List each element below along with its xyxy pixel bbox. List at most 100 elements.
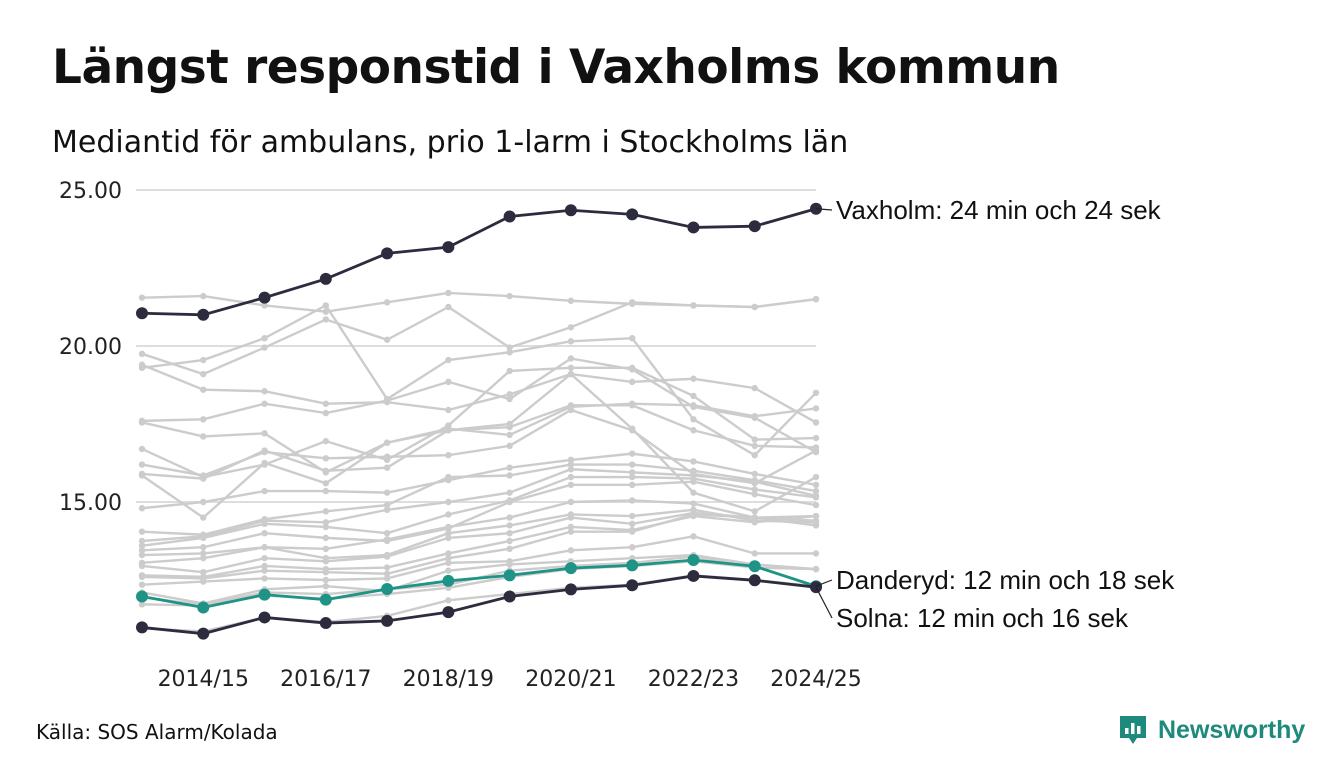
background-point — [261, 344, 268, 351]
background-point — [445, 550, 452, 557]
background-point — [383, 564, 391, 571]
chart-title: Längst responstid i Vaxholms kommun — [52, 40, 1060, 95]
background-point — [567, 456, 575, 464]
background-point — [445, 422, 452, 429]
point-vaxholm — [442, 241, 455, 254]
background-point — [261, 575, 268, 582]
background-point — [261, 400, 268, 407]
background-point — [812, 522, 820, 529]
background-point — [506, 395, 513, 403]
source-note: Källa: SOS Alarm/Kolada — [36, 720, 278, 744]
background-point — [690, 533, 697, 540]
point-vaxholm — [381, 247, 394, 260]
x-tick-label: 2022/23 — [648, 667, 739, 692]
background-point — [690, 402, 697, 409]
point-danderyd — [748, 560, 761, 573]
background-point — [200, 514, 207, 521]
background-point — [322, 308, 330, 315]
background-point — [567, 528, 575, 535]
background-point — [445, 427, 452, 434]
background-point — [261, 554, 268, 562]
background-point — [445, 559, 452, 567]
background-point — [261, 459, 268, 467]
background-point — [322, 409, 330, 417]
label-connector — [815, 208, 833, 211]
background-series-line — [141, 452, 817, 510]
background-point — [445, 523, 452, 531]
background-point — [567, 355, 575, 362]
point-vaxholm — [258, 291, 271, 304]
background-point — [322, 583, 330, 590]
background-point — [690, 478, 697, 485]
background-point — [200, 433, 207, 440]
background-point — [628, 450, 636, 457]
background-point — [506, 545, 513, 552]
background-point — [445, 554, 452, 562]
background-point — [383, 397, 391, 404]
background-point — [322, 455, 330, 462]
background-point — [138, 350, 146, 357]
background-point — [445, 452, 452, 459]
background-point — [138, 461, 146, 468]
background-point — [812, 512, 820, 520]
background-point — [751, 491, 758, 498]
background-point — [567, 481, 575, 489]
background-point — [751, 508, 758, 515]
background-point — [751, 303, 758, 311]
background-point — [628, 335, 636, 342]
series-labels: Vaxholm: 24 min och 24 sek Danderyd: 12 m… — [815, 195, 1175, 633]
background-series-line — [141, 363, 817, 424]
background-point — [261, 520, 268, 528]
background-point — [812, 296, 820, 303]
background-series-line — [141, 372, 817, 520]
background-point — [567, 364, 575, 372]
point-solna — [564, 583, 577, 596]
point-solna — [687, 569, 700, 582]
point-danderyd — [564, 562, 577, 575]
point-solna — [381, 614, 394, 627]
x-tick-label: 2018/19 — [403, 667, 494, 692]
background-point — [138, 542, 146, 549]
background-point — [812, 405, 820, 412]
background-point — [383, 506, 391, 513]
background-point — [138, 601, 146, 608]
point-danderyd — [197, 601, 210, 614]
background-point — [200, 578, 207, 585]
point-vaxholm — [503, 210, 516, 223]
series-line-vaxholm — [141, 207, 817, 317]
background-point — [690, 458, 697, 465]
background-series-line — [141, 303, 817, 457]
brand-logo[interactable]: Newsworthy — [1118, 714, 1305, 746]
background-point — [567, 406, 575, 414]
background-series-line — [141, 480, 817, 552]
background-point — [322, 545, 330, 552]
background-point — [445, 530, 452, 537]
x-tick-label: 2024/25 — [770, 667, 861, 692]
background-point — [138, 547, 146, 554]
background-point — [322, 316, 330, 323]
background-point — [322, 534, 330, 542]
point-vaxholm — [748, 220, 761, 233]
point-danderyd — [136, 590, 148, 603]
point-solna — [258, 611, 271, 624]
series-label-danderyd: Danderyd: 12 min och 18 sek — [836, 565, 1175, 595]
background-point — [261, 335, 268, 342]
background-point — [506, 522, 513, 529]
background-series-line — [141, 553, 817, 605]
point-vaxholm — [136, 307, 148, 320]
background-point — [383, 299, 391, 306]
background-point — [383, 336, 391, 343]
background-point — [506, 391, 513, 398]
background-point — [506, 292, 513, 300]
background-point — [322, 480, 330, 487]
background-point — [812, 550, 820, 557]
series-label-vaxholm: Vaxholm: 24 min och 24 sek — [836, 195, 1162, 225]
background-series-line — [141, 535, 816, 586]
background-point — [506, 464, 513, 471]
background-point — [200, 498, 207, 506]
background-point — [445, 378, 452, 386]
background-point — [200, 569, 207, 576]
background-series-line — [141, 357, 817, 454]
point-vaxholm — [564, 204, 577, 217]
background-point — [690, 427, 697, 434]
